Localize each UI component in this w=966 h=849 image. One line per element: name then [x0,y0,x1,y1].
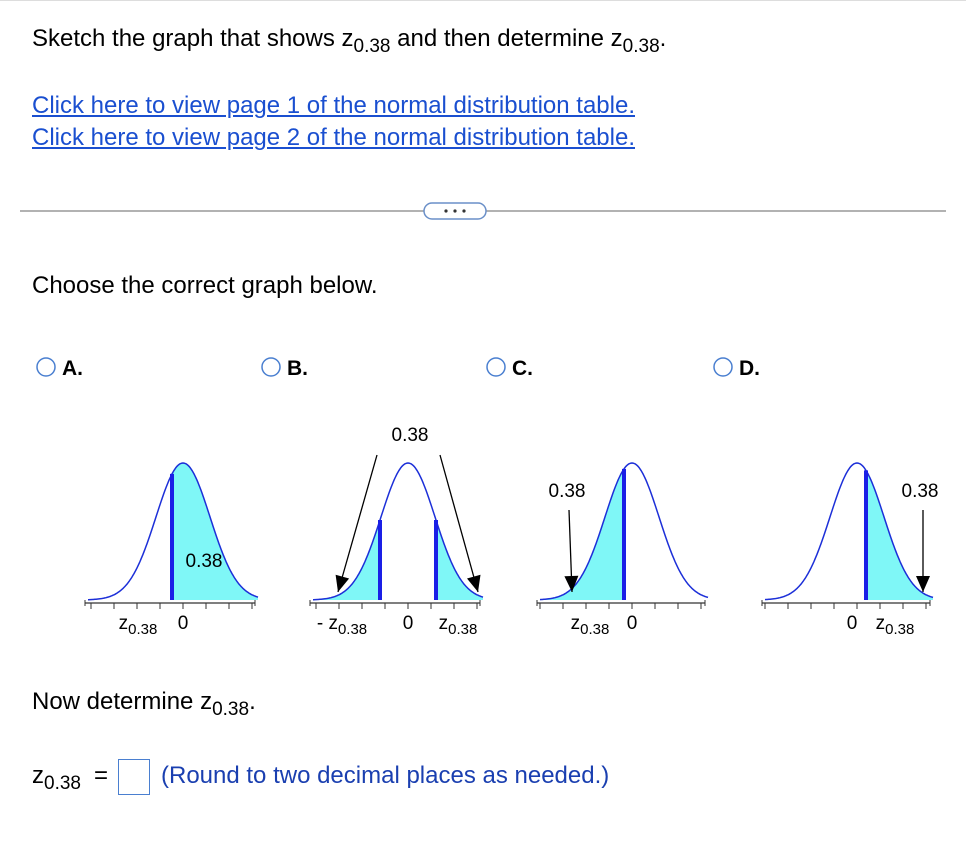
area-label: 0.38 [549,481,586,502]
text: . [659,25,667,52]
shaded-area [436,520,483,600]
subscript: 0.38 [212,699,250,720]
symbol: z [200,688,213,715]
axis-label: 0 [403,613,414,634]
area-label: 0.38 [392,425,429,446]
text: and then determine [390,25,611,52]
table-link[interactable]: Click here to view page 1 of the normal … [32,92,635,119]
area-label: 0.38 [186,551,223,572]
text: 0 [627,613,638,634]
arrow-line [439,454,479,593]
radio[interactable] [486,357,506,377]
arrow-head [335,574,350,592]
axis-label: 0 [178,613,189,634]
text: 0 [847,613,858,634]
table-link[interactable]: Click here to view page 2 of the normal … [32,124,635,151]
answer-label: z0.38 [32,762,81,793]
text: Sketch the graph that shows [32,25,342,52]
symbol: z [119,613,129,634]
normal-curve [764,462,934,601]
normal-curve [88,462,259,601]
equals: = [94,762,109,789]
text: Now determine [32,688,201,715]
text: 0 [178,613,189,634]
option-letter: D. [739,357,760,380]
dot [462,209,466,213]
text: 0 [403,613,414,634]
subscript: 0.38 [128,621,157,638]
symbol: z [341,25,354,52]
axis-label: z0.38 [571,613,610,638]
symbol: z [610,25,623,52]
subscript: 0.38 [44,773,81,794]
radio[interactable] [713,357,733,377]
normal-curve [313,462,484,601]
subscript: 0.38 [448,621,477,638]
now-prompt: Now determine z0.38. [32,688,256,719]
shaded-area [866,470,933,600]
symbol: z [32,762,44,789]
symbol: z [876,613,886,634]
text: - [317,613,329,634]
subscript: 0.38 [353,36,391,57]
radio[interactable] [36,357,56,377]
symbol: z [439,613,449,634]
dot [444,209,448,213]
prompt: Choose the correct graph below. [32,272,378,299]
arrow-head [916,576,930,592]
shaded-area [540,468,624,600]
shaded-area [313,520,380,600]
dot [453,209,457,213]
axis-label: z0.38 [119,613,158,638]
arrow-line [337,454,378,593]
answer-input[interactable] [118,759,150,795]
symbol: z [328,613,338,634]
option-letter: A. [62,357,83,380]
subscript: 0.38 [338,621,367,638]
top-border [0,0,966,1]
axis-label: 0 [627,613,638,634]
subscript: 0.38 [885,621,914,638]
area-label: 0.38 [902,481,939,502]
subscript: 0.38 [622,36,660,57]
hint: (Round to two decimal places as needed.) [161,762,610,789]
shaded-area [172,463,258,600]
arrow-head [467,574,481,592]
axis-label: 0 [847,613,858,634]
question: Sketch the graph that shows z0.38 and th… [32,25,667,56]
option-letter: C. [512,357,533,380]
subscript: 0.38 [580,621,609,638]
axis-label: z0.38 [876,613,915,638]
axis-label: z0.38 [439,613,478,638]
radio[interactable] [261,357,281,377]
option-letter: B. [287,357,308,380]
symbol: z [571,613,581,634]
axis-label: - z0.38 [317,613,367,638]
arrow-head [564,575,579,592]
text: . [249,688,256,715]
